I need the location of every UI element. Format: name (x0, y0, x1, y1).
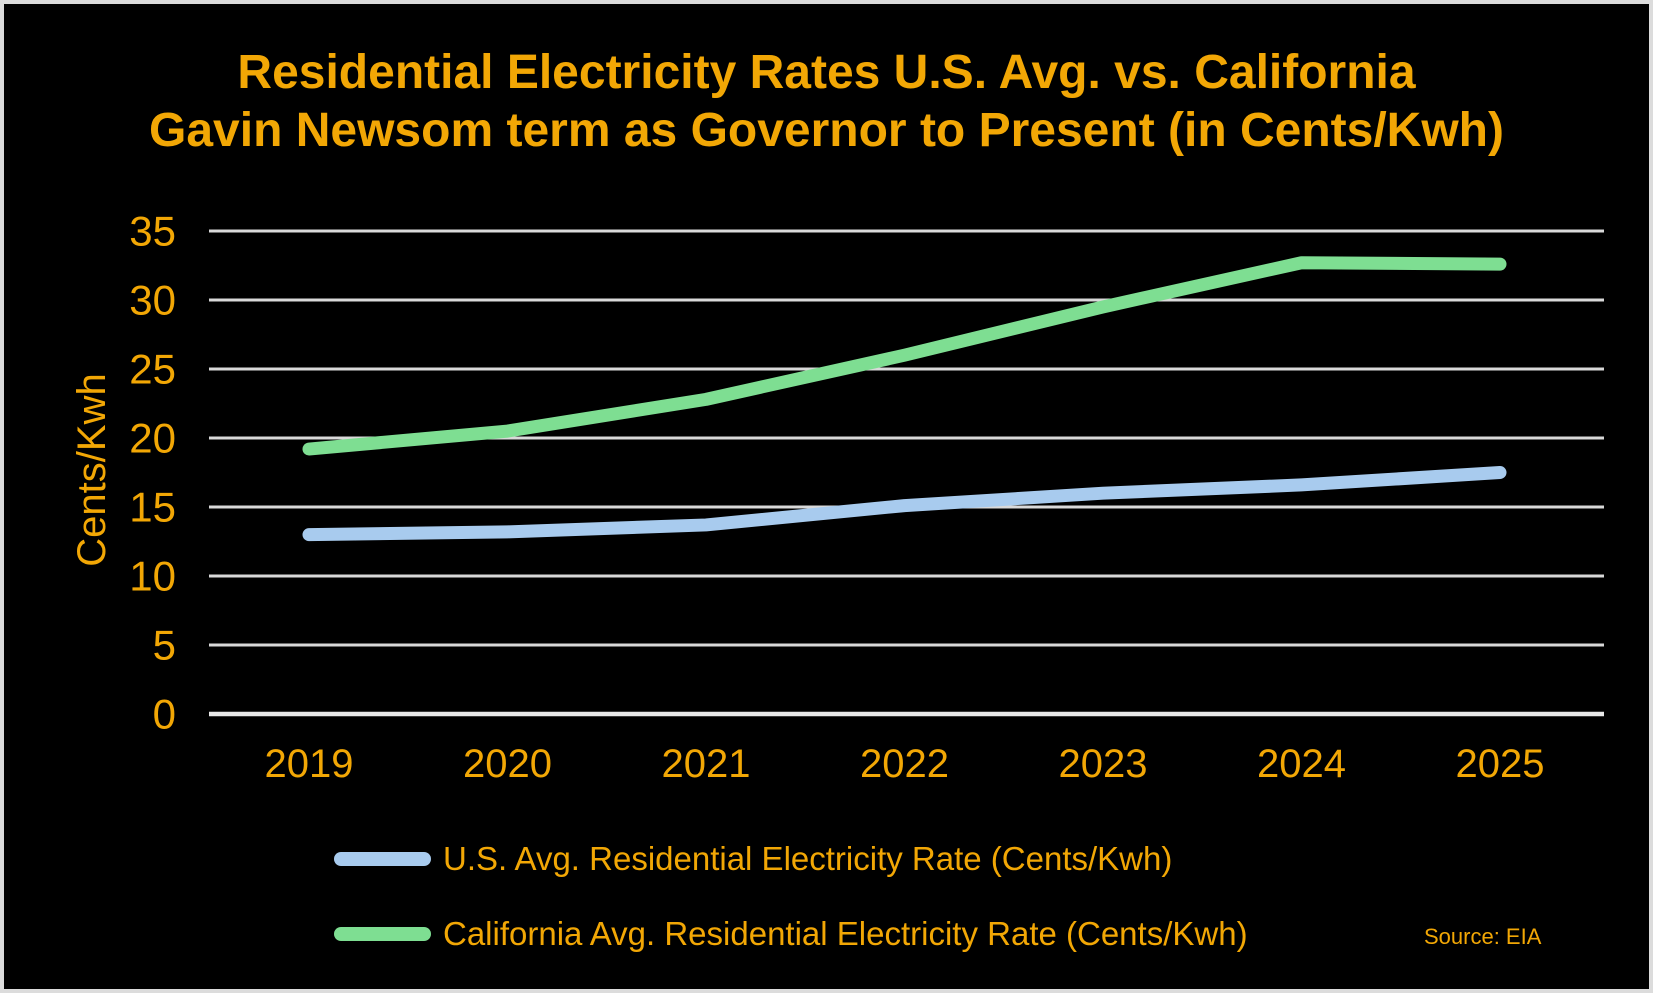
y-tick-label: 20 (129, 415, 176, 462)
y-tick-label: 15 (129, 484, 176, 531)
y-tick-label: 0 (153, 691, 176, 738)
california-line (302, 256, 1507, 456)
chart-title-line-1: Residential Electricity Rates U.S. Avg. … (237, 46, 1416, 99)
x-tick-label: 2024 (1257, 742, 1346, 786)
legend-swatch-california (334, 927, 431, 941)
y-axis-title: Cents/Kwh (70, 373, 114, 566)
x-tick-label: 2025 (1456, 742, 1545, 786)
legend-label-california: California Avg. Residential Electricity … (443, 915, 1248, 952)
legend-swatch-us-avg (334, 852, 431, 866)
y-tick-label: 30 (129, 277, 176, 324)
x-tick-label: 2019 (265, 742, 354, 786)
x-tick-label: 2021 (662, 742, 751, 786)
us-avg-line (302, 466, 1507, 542)
legend-label-us-avg: U.S. Avg. Residential Electricity Rate (… (443, 840, 1173, 877)
x-tick-label: 2023 (1059, 742, 1148, 786)
chart-title: Residential Electricity Rates U.S. Avg. … (4, 44, 1649, 160)
source-note: Source: EIA (1424, 924, 1542, 949)
x-tick-label: 2022 (860, 742, 949, 786)
chart-title-line-2: Gavin Newsom term as Governor to Present… (149, 104, 1504, 157)
y-tick-label: 10 (129, 553, 176, 600)
y-tick-label: 5 (153, 622, 176, 669)
legend-item-us-avg: U.S. Avg. Residential Electricity Rate (… (334, 836, 1172, 882)
y-tick-label: 35 (129, 208, 176, 255)
legend-item-california: California Avg. Residential Electricity … (334, 911, 1248, 957)
x-tick-label: 2020 (463, 742, 552, 786)
y-tick-label: 25 (129, 346, 176, 393)
